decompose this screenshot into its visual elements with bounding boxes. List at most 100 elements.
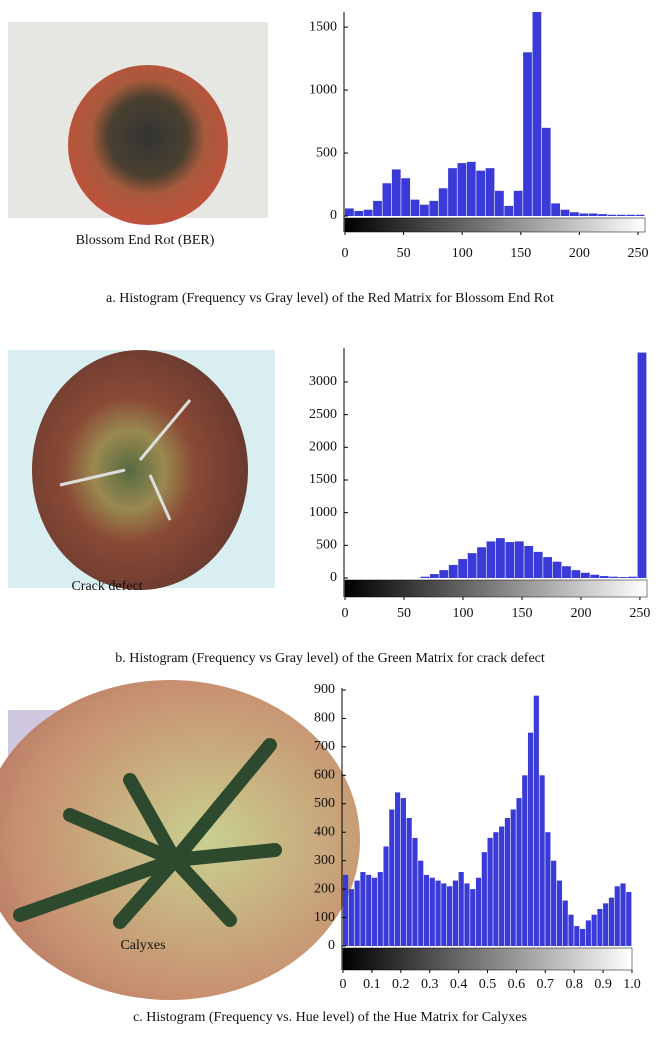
bar	[533, 695, 539, 946]
bar	[458, 559, 468, 578]
y-tick-label: 800	[314, 711, 335, 726]
bar	[568, 914, 574, 946]
bar	[514, 541, 524, 578]
x-tick-label: 150	[510, 246, 531, 261]
bar	[510, 809, 516, 946]
x-tick-label: 0.9	[594, 977, 612, 992]
bar	[597, 909, 603, 946]
bar	[466, 161, 476, 216]
bar	[628, 576, 637, 578]
figure-caption: a. Histogram (Frequency vs Gray level) o…	[106, 291, 554, 306]
figure-caption: c. Histogram (Frequency vs. Hue level) o…	[133, 1010, 527, 1025]
y-tick-label: 3000	[309, 374, 337, 389]
bar	[429, 200, 439, 216]
bar	[366, 874, 372, 946]
bar	[591, 914, 597, 946]
bar	[360, 872, 366, 946]
bar	[533, 551, 543, 578]
bar	[395, 792, 401, 946]
bar	[585, 920, 591, 946]
x-tick-label: 0.3	[421, 977, 439, 992]
bar	[603, 903, 609, 946]
bar	[516, 798, 522, 946]
y-tick-label: 500	[314, 796, 335, 811]
x-tick-label: 100	[452, 246, 473, 261]
image-label: Blossom End Rot (BER)	[76, 233, 215, 248]
bar	[470, 889, 476, 946]
x-tick-label: 0.1	[363, 977, 381, 992]
bar	[429, 877, 435, 946]
bar	[539, 775, 545, 946]
panel: 0 500 1000 1500 0 50 100 150 200 250 Blossom End R…	[76, 12, 648, 306]
bar	[562, 900, 568, 946]
y-tick-label: 2500	[309, 407, 337, 422]
x-tick-label: 1.0	[623, 977, 641, 992]
y-tick-label: 0	[328, 938, 335, 953]
bar	[435, 880, 441, 946]
bar	[420, 204, 429, 216]
bar	[406, 817, 412, 946]
y-tick-label: 1500	[309, 472, 337, 487]
bar	[637, 352, 647, 578]
bar	[524, 545, 534, 578]
bar	[545, 832, 551, 946]
bar	[499, 826, 505, 946]
bar	[373, 200, 382, 216]
photo-crack	[8, 350, 275, 590]
bar	[467, 553, 477, 578]
y-tick-label: 500	[316, 145, 337, 160]
bar	[495, 190, 504, 216]
bar	[607, 214, 617, 216]
bar	[541, 127, 551, 216]
bar	[493, 832, 499, 946]
y-tick-label: 200	[314, 881, 335, 896]
bar	[560, 209, 570, 216]
bars	[345, 12, 645, 217]
bars	[420, 352, 647, 578]
bar	[496, 538, 505, 578]
bar	[382, 183, 392, 216]
gray-bar	[344, 579, 648, 598]
bar	[447, 886, 453, 946]
bar	[562, 566, 571, 578]
bar	[439, 570, 449, 578]
bar	[400, 798, 406, 946]
bar	[609, 576, 619, 578]
bar	[626, 214, 636, 216]
y-tick-label: 700	[314, 739, 335, 754]
bar	[477, 547, 486, 578]
bar	[523, 52, 532, 216]
x-tick-label: 0.8	[565, 977, 583, 992]
x-tick-label: 0	[342, 246, 349, 261]
bar	[598, 214, 607, 216]
gray-bar	[342, 947, 633, 971]
bar	[556, 880, 563, 946]
panel: 0 500 1000 1500 2000 2500 3000 0 50 100 150 200 250 C…	[71, 348, 650, 666]
bar	[348, 889, 354, 946]
bar	[464, 883, 470, 946]
bar	[418, 860, 424, 946]
gray-bar	[344, 217, 646, 233]
y-tick-label: 900	[314, 682, 335, 697]
bar	[505, 542, 515, 578]
bar	[448, 564, 458, 578]
x-tick-label: 250	[629, 606, 650, 621]
bar	[377, 872, 383, 946]
x-tick-label: 200	[570, 606, 591, 621]
x-tick-label: 0.5	[479, 977, 497, 992]
y-tick-label: 1000	[309, 82, 337, 97]
x-tick-label: 200	[569, 246, 590, 261]
y-tick-label: 400	[314, 824, 335, 839]
x-tick-label: 0.7	[537, 977, 555, 992]
bar	[580, 572, 590, 578]
bar	[571, 570, 581, 578]
bar	[481, 852, 487, 946]
y-tick-label: 1500	[309, 19, 337, 34]
bar	[343, 874, 349, 946]
bar	[485, 168, 495, 216]
bar	[599, 576, 609, 578]
bar	[354, 880, 360, 946]
bar	[590, 574, 600, 578]
bar	[579, 928, 586, 946]
